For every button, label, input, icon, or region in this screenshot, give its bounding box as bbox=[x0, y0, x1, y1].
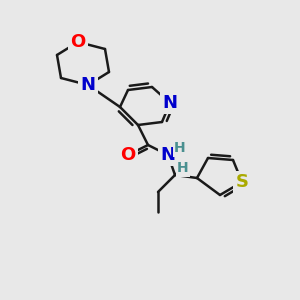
Text: H: H bbox=[174, 141, 186, 155]
Text: S: S bbox=[236, 173, 248, 191]
Text: O: O bbox=[70, 33, 86, 51]
Text: H: H bbox=[177, 161, 189, 175]
Text: O: O bbox=[120, 146, 136, 164]
Text: N: N bbox=[160, 146, 175, 164]
Text: N: N bbox=[80, 76, 95, 94]
Text: N: N bbox=[163, 94, 178, 112]
